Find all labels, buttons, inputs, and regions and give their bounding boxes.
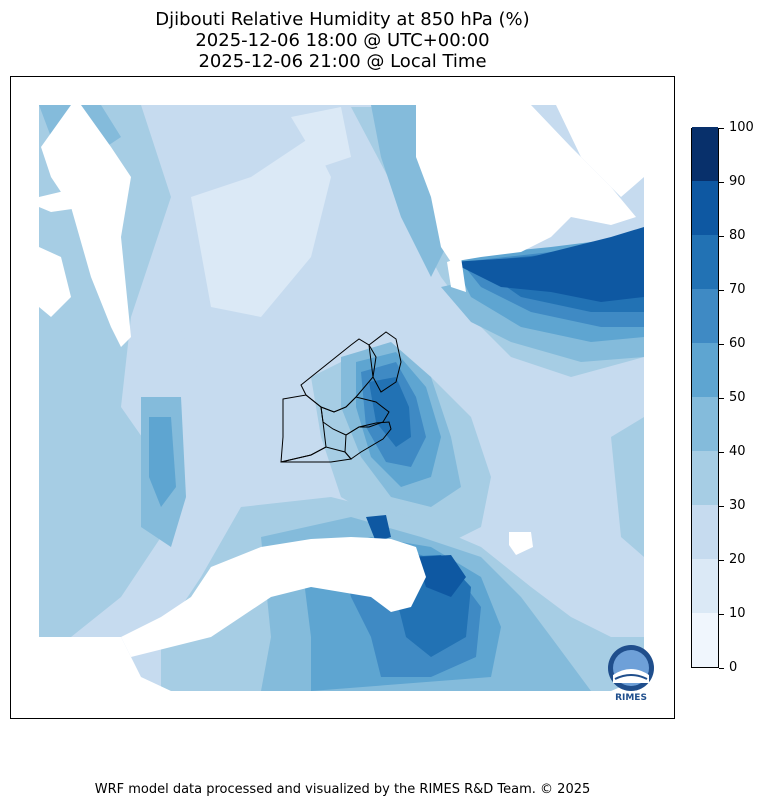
masked-area [447,257,466,292]
colorbar-tick-label: 100 [729,120,754,135]
colorbar-tick [719,344,724,345]
colorbar-tick [719,506,724,507]
masked-area [39,187,86,212]
colorbar-step [692,505,718,559]
colorbar-step [692,127,718,181]
djibouti-region-outline [280,446,352,463]
masked-area [39,247,71,317]
rimes-logo: RIMES [601,643,661,705]
masked-area [121,537,426,657]
colorbar-tick [719,398,724,399]
colorbar-step [692,181,718,235]
colorbar-tick [719,236,724,237]
colorbar-tick-label: 40 [729,444,746,459]
colorbar-tick-label: 60 [729,336,746,351]
contour-band-70-80 [369,377,411,447]
masked-area [416,105,636,262]
rimes-logo-text: RIMES [615,693,647,703]
colorbar-tick-label: 0 [729,660,738,675]
colorbar-step [692,235,718,289]
colorbar-step [692,613,718,667]
masked-area [509,532,533,555]
colorbar-step [692,451,718,505]
contour-band-80-90 [366,515,391,542]
colorbar-tick [719,182,724,183]
colorbar-tick [719,614,724,615]
colorbar-step [692,397,718,451]
colorbar-tick [719,452,724,453]
contour-band-30-40 [39,105,171,637]
contour-band-30-40 [611,417,644,557]
contour-band-80-90 [416,555,466,597]
colorbar-step [692,289,718,343]
masked-area [41,105,131,347]
colorbar-tick-label: 50 [729,390,746,405]
humidity-contour-map [39,105,644,691]
colorbar-tick-label: 70 [729,282,746,297]
map-panel: RIMES [10,76,675,719]
colorbar-tick-label: 10 [729,606,746,621]
contour-band-40-50 [371,105,451,277]
colorbar-tick [719,668,724,669]
colorbar-step [692,559,718,613]
colorbar-tick-label: 80 [729,228,746,243]
colorbar-tick [719,560,724,561]
colorbar-tick-label: 20 [729,552,746,567]
title-line-3: 2025-12-06 21:00 @ Local Time [198,51,487,72]
contour-band-50-60 [149,417,176,507]
colorbar-tick-label: 30 [729,498,746,513]
colorbar-tick [719,290,724,291]
masked-area [39,637,171,691]
contour-band-80-90 [451,227,644,302]
title-line-1: Djibouti Relative Humidity at 850 hPa (%… [155,9,530,30]
contour-band-20-30 [191,137,331,317]
contour-band-20-30 [291,107,351,167]
footer-credit: WRF model data processed and visualized … [94,782,591,797]
colorbar-tick [719,128,724,129]
colorbar-step [692,343,718,397]
colorbar-tick-label: 90 [729,174,746,189]
colorbar [691,127,719,668]
masked-area [556,105,644,197]
title-line-2: 2025-12-06 18:00 @ UTC+00:00 [195,30,490,51]
djibouti-region-outline [368,331,402,393]
